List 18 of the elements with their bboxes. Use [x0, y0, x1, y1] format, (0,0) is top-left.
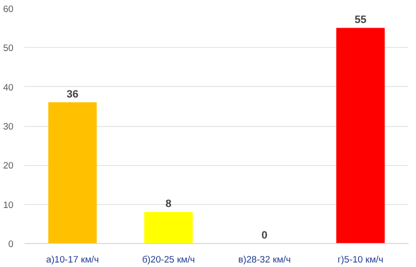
y-tick-label: 20	[3, 160, 14, 171]
x-tick-label: а)10-17 км/ч	[46, 254, 99, 264]
x-tick-label: в)28-32 км/ч	[238, 254, 291, 264]
y-tick-label: 40	[3, 82, 14, 92]
x-tick-label: б)20-25 км/ч	[142, 254, 196, 264]
y-tick-label: 50	[3, 43, 14, 54]
y-tick-label: 0	[8, 239, 14, 249]
y-tick-label: 10	[3, 200, 14, 210]
y-tick-label: 60	[3, 4, 14, 14]
data-label: 55	[354, 14, 366, 26]
data-label: 0	[262, 230, 268, 242]
data-label: 36	[66, 88, 78, 100]
bar	[144, 212, 193, 244]
bar	[48, 102, 97, 244]
y-tick-label: 30	[3, 122, 14, 132]
x-tick-label: г)5-10 км/ч	[338, 254, 384, 264]
bar	[336, 28, 385, 244]
data-label: 8	[166, 198, 172, 210]
